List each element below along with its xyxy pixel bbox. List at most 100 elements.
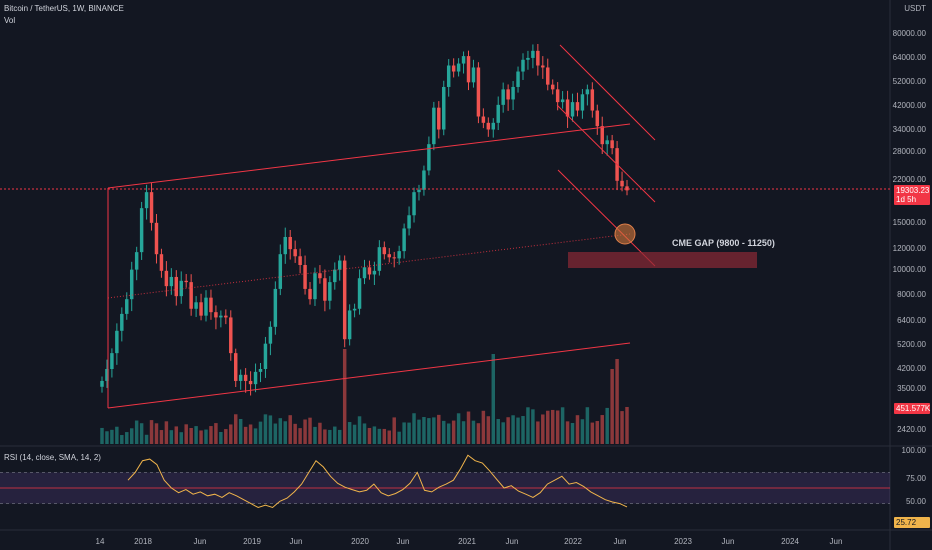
candle-body (125, 299, 129, 314)
volume-bar (303, 419, 307, 444)
rsi-indicator-label[interactable]: RSI (14, close, SMA, 14, 2) (4, 453, 101, 462)
volume-bar (323, 429, 327, 444)
bar-countdown: 1d 5h (896, 195, 917, 204)
volume-bar (248, 424, 253, 444)
candle-body (169, 276, 174, 287)
volume-bar (546, 410, 550, 444)
candle-body (605, 140, 609, 145)
price-tick-label: 8000.00 (897, 290, 926, 299)
volume-bar (461, 421, 466, 444)
candle-body (288, 236, 292, 250)
candle-body (585, 89, 590, 95)
time-tick-label: Jun (505, 537, 519, 546)
volume-bar (412, 413, 416, 444)
candle-body (526, 57, 530, 60)
candle-body (397, 251, 401, 259)
volume-bar (560, 407, 565, 444)
time-tick-label: 2022 (564, 537, 582, 546)
volume-bar (214, 423, 218, 444)
volume-bar (392, 417, 396, 444)
candle-body (546, 67, 550, 85)
volume-bar (437, 414, 441, 444)
symbol-title[interactable]: Bitcoin / TetherUS, 1W, BINANCE (4, 4, 124, 13)
price-tick-label: 22000.00 (892, 175, 926, 184)
candle-body (144, 192, 149, 209)
candle-body (253, 371, 258, 385)
candle-body (100, 380, 104, 387)
candle-body (318, 273, 322, 279)
candle-body (432, 107, 436, 145)
volume-indicator-label[interactable]: Vol (4, 16, 16, 25)
candle-body (174, 276, 179, 297)
candle-body (555, 89, 560, 103)
candle-body (357, 278, 362, 309)
volume-bar (446, 423, 451, 444)
volume-bar (486, 416, 491, 444)
candle-body (293, 249, 297, 257)
candle-body (387, 254, 391, 258)
time-tick-label: Jun (613, 537, 627, 546)
time-tick-label: 2018 (134, 537, 152, 546)
volume-bar (194, 426, 198, 444)
candle-body (204, 297, 208, 316)
volume-bar (397, 431, 401, 444)
candle-body (456, 63, 461, 72)
volume-bar (159, 430, 164, 444)
price-tick-label: 64000.00 (892, 53, 926, 62)
volume-bars (100, 349, 629, 444)
volume-bar (139, 423, 144, 444)
cme-gap-label: CME GAP (9800 - 11250) (672, 238, 775, 248)
candle-body (308, 288, 312, 300)
time-tick-label: Jun (829, 537, 843, 546)
candle-body (313, 273, 317, 300)
candle-body (278, 254, 283, 289)
candle-body (501, 89, 505, 105)
candle-body (159, 254, 164, 271)
volume-bar (605, 407, 609, 444)
trendlines (0, 44, 890, 409)
candle-body (372, 270, 377, 275)
currency-label: USDT (904, 4, 926, 13)
volume-bar (610, 369, 614, 444)
target-circle (614, 223, 636, 245)
candle-body (427, 144, 431, 171)
candle-body (461, 56, 466, 64)
volume-bar (268, 415, 273, 444)
volume-bar (338, 429, 342, 444)
volume-tag: 451.577K (894, 403, 931, 414)
candle-body (115, 330, 119, 354)
volume-bar (238, 418, 243, 444)
candle-body (338, 260, 342, 270)
price-tick-label: 4200.00 (897, 364, 926, 373)
volume-bar (615, 359, 619, 444)
channel-midline (107, 233, 631, 299)
time-tick-label: 2021 (458, 537, 476, 546)
time-tick-label: 2023 (674, 537, 692, 546)
volume-bar (110, 429, 114, 444)
time-tick-label: Jun (289, 537, 303, 546)
candle-body (417, 189, 421, 193)
volume-bar (199, 430, 203, 444)
volume-bar (451, 420, 456, 444)
time-tick-label: 2024 (781, 537, 799, 546)
candle-body (342, 260, 347, 340)
price-tick-label: 34000.00 (892, 125, 926, 134)
volume-bar (531, 409, 535, 444)
volume-bar (372, 426, 377, 444)
candle-body (110, 353, 114, 369)
candle-body (595, 110, 600, 127)
volume-bar (298, 428, 302, 444)
volume-bar (580, 419, 585, 444)
candle-body (412, 192, 416, 216)
candle-body (442, 86, 446, 130)
volume-bar (333, 426, 337, 444)
candle-body (283, 236, 287, 255)
volume-bar (164, 421, 169, 444)
candle-body (258, 368, 263, 372)
candle-body (219, 315, 223, 318)
candle-body (580, 94, 585, 111)
candle-body (184, 280, 188, 283)
volume-bar (149, 420, 154, 444)
candle-body (238, 374, 243, 381)
